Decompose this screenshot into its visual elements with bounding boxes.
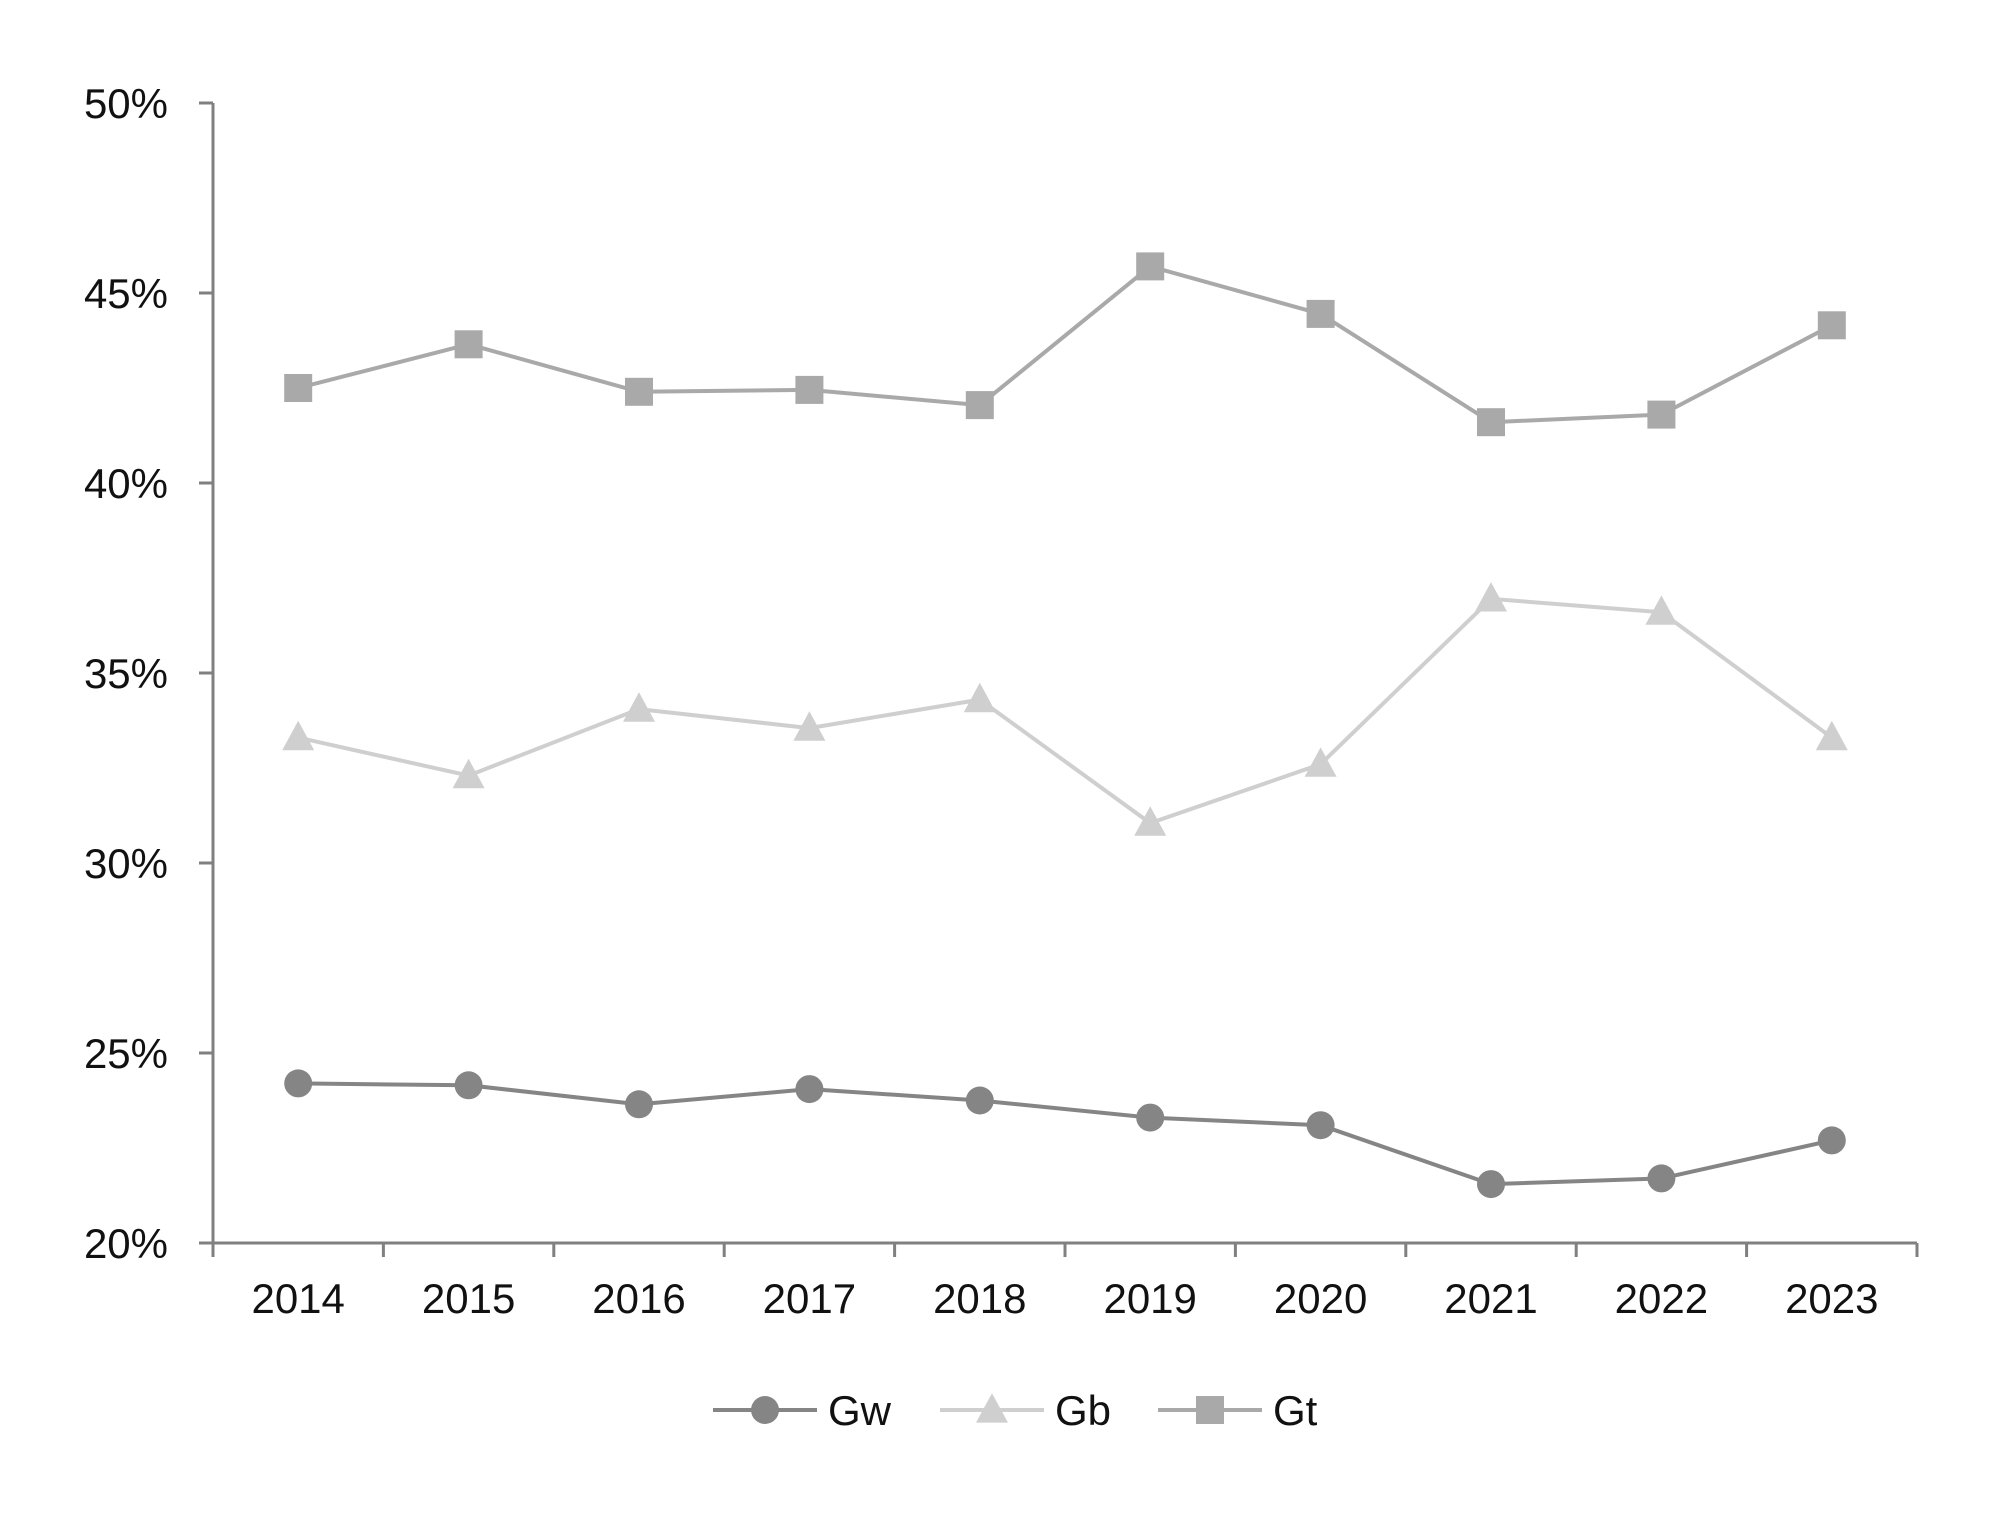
data-point-gt — [1647, 400, 1676, 429]
data-point-gw — [965, 1086, 994, 1115]
y-tick-label: 30% — [84, 840, 168, 887]
y-tick-label: 25% — [84, 1030, 168, 1077]
data-point-gw — [1477, 1170, 1505, 1199]
data-point-gb — [623, 692, 655, 722]
data-point-gw — [1136, 1103, 1165, 1132]
legend-label-gw: Gw — [828, 1387, 892, 1434]
data-point-gt — [1817, 311, 1846, 340]
y-tick-label: 20% — [84, 1220, 168, 1267]
data-point-gb — [1134, 806, 1167, 836]
x-tick-label: 2014 — [251, 1275, 344, 1322]
data-point-gb — [793, 711, 826, 741]
data-point-gt — [284, 374, 313, 402]
legend-item-gb: Gb — [940, 1387, 1111, 1434]
legend-marker-gt — [1196, 1396, 1224, 1424]
data-point-gb — [1475, 582, 1507, 612]
legend-item-gw: Gw — [713, 1387, 892, 1434]
y-tick-label: 50% — [84, 80, 168, 127]
data-point-gt — [1477, 408, 1505, 437]
x-tick-label: 2015 — [422, 1275, 515, 1322]
y-tick-label: 35% — [84, 650, 168, 697]
data-point-gt — [454, 330, 483, 359]
data-point-gt — [795, 375, 824, 404]
data-point-gw — [625, 1090, 653, 1119]
data-point-gb — [1304, 747, 1337, 777]
data-point-gw — [1306, 1111, 1335, 1140]
data-point-gt — [1306, 299, 1335, 328]
series-line-gt — [297, 264, 1833, 425]
legend: Gw Gb Gt — [713, 1387, 1318, 1434]
series-line-gb — [297, 596, 1833, 826]
x-tick-label: 2020 — [1274, 1275, 1367, 1322]
data-point-gw — [284, 1069, 313, 1098]
data-point-gb — [1815, 720, 1848, 751]
y-tick-label: 45% — [84, 270, 168, 317]
data-point-gw — [1647, 1164, 1676, 1193]
data-point-gt — [625, 377, 653, 406]
data-point-gb — [1645, 595, 1678, 625]
data-point-gw — [1817, 1126, 1846, 1155]
data-point-gb — [452, 758, 485, 789]
series-lines — [297, 264, 1833, 1187]
legend-item-gt: Gt — [1158, 1387, 1318, 1434]
data-point-gt — [1136, 252, 1165, 281]
x-tick-label: 2022 — [1615, 1275, 1708, 1322]
data-point-gb — [282, 720, 315, 751]
x-tick-label: 2017 — [763, 1275, 856, 1322]
legend-marker-gw — [751, 1396, 779, 1424]
legend-label-gb: Gb — [1055, 1387, 1111, 1434]
data-point-gb — [963, 682, 996, 713]
x-tick-label: 2018 — [933, 1275, 1026, 1322]
x-tick-label: 2016 — [592, 1275, 685, 1322]
x-tick-label: 2019 — [1103, 1275, 1196, 1322]
data-point-gt — [965, 391, 994, 420]
series-line-gw — [298, 1081, 1833, 1187]
data-point-gw — [795, 1075, 824, 1104]
legend-marker-gb — [976, 1393, 1008, 1423]
y-axis-ticks: 20% 25% 30% 35% 40% 45% 50% — [84, 80, 213, 1267]
x-axis-ticks: 2014 2015 2016 2017 2018 2019 2020 2021 2022 2023 — [211, 1243, 1919, 1322]
data-point-gw — [454, 1071, 483, 1100]
y-tick-label: 40% — [84, 460, 168, 507]
series-markers — [282, 252, 1848, 1199]
x-tick-label: 2023 — [1785, 1275, 1878, 1322]
legend-label-gt: Gt — [1273, 1387, 1318, 1434]
x-tick-label: 2021 — [1444, 1275, 1537, 1322]
